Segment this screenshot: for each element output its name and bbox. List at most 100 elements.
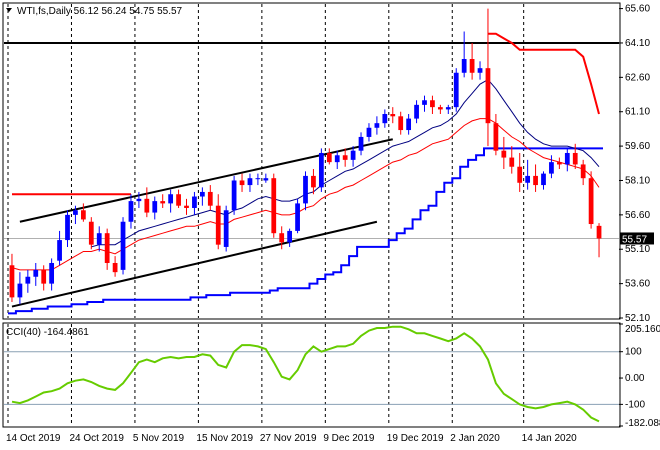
candle-body (176, 194, 181, 206)
candle-body (9, 265, 15, 298)
candle-body (437, 107, 443, 110)
date-tick-label: 27 Nov 2019 (260, 433, 317, 444)
date-tick-label: 14 Oct 2019 (6, 433, 61, 444)
candle-body (382, 114, 388, 124)
candle-body (112, 262, 118, 273)
date-tick-label: 14 Jan 2020 (522, 433, 577, 444)
candle-body (430, 100, 435, 108)
candle-body (509, 157, 515, 167)
candle-body (342, 155, 348, 160)
candle-body (541, 173, 546, 186)
date-tick-label: 24 Oct 2019 (69, 433, 124, 444)
candle-body (49, 262, 55, 284)
candle-body (596, 225, 602, 239)
candle-body (326, 152, 332, 163)
candle-body (104, 233, 110, 263)
candle-body (334, 155, 340, 163)
candle-body (453, 72, 459, 108)
candle-body (390, 114, 396, 117)
candle-body (564, 152, 570, 165)
candle-body (303, 175, 308, 204)
price-tick-label: 61.10 (625, 107, 650, 118)
date-tick-label: 15 Nov 2019 (196, 433, 253, 444)
price-tag: 55.57 (620, 232, 654, 245)
candle-body (279, 233, 285, 243)
candle-body (57, 240, 62, 261)
candle-body (184, 205, 189, 208)
candle-body (120, 221, 126, 270)
candle-body (41, 269, 47, 284)
moving-average-line (488, 32, 600, 115)
cci-header: CCI(40) -164.4861 (6, 327, 89, 338)
candle-body (398, 116, 404, 131)
candle-body (88, 221, 94, 245)
price-tick-label: 64.10 (625, 38, 650, 49)
price-tick-label: 53.60 (625, 279, 650, 290)
price-tick-label: 59.60 (625, 141, 650, 152)
cci-tick-label: 205.1609 (625, 324, 660, 335)
candle-body (128, 201, 134, 222)
date-tick-label: 9 Dec 2019 (323, 433, 375, 444)
moving-average-line (91, 78, 600, 248)
candle-body (533, 175, 538, 186)
candle-body (580, 164, 586, 179)
candle-body (517, 166, 523, 183)
candle-body (374, 123, 380, 128)
candle-body (263, 178, 269, 181)
candle-body (207, 191, 213, 206)
cci-tick-label: 0.00 (625, 373, 645, 384)
cci-line (11, 325, 600, 423)
candle-body (215, 205, 221, 245)
candle-body (422, 100, 427, 105)
candle-body (239, 180, 245, 186)
cci-panel (2, 322, 621, 428)
collapse-triangle-icon[interactable] (6, 8, 12, 12)
candle-body (287, 230, 293, 243)
candle-body (271, 178, 277, 234)
candle-body (96, 233, 102, 245)
candle-body (144, 198, 150, 213)
axis-layer: 65.60 64.10 62.60 61.10 59.60 58.10 56.60 55.10… (6, 4, 660, 444)
candle-body (493, 123, 499, 151)
channel-lower-trendline (11, 220, 378, 308)
date-tick-label: 19 Dec 2019 (387, 433, 444, 444)
symbol-header: WTI,fs,Daily 56.12 56.24 54.75 55.57 (17, 6, 183, 17)
candle-body (33, 269, 39, 277)
cci-tick-label: -100 (625, 399, 645, 410)
candle-body (168, 194, 174, 204)
candle-body (588, 178, 594, 225)
candle-body (136, 198, 142, 202)
candle-body (501, 150, 507, 158)
candle-body (318, 152, 324, 188)
price-tick-label: 58.10 (625, 175, 650, 186)
candle-body (358, 136, 364, 151)
candle-body (414, 104, 419, 119)
candle-body (311, 175, 316, 188)
price-tag-label: 55.57 (622, 234, 647, 245)
candle-body (549, 162, 554, 174)
candle-body (295, 203, 300, 231)
candle-body (152, 201, 158, 213)
candle-body (572, 152, 578, 165)
candle-body (525, 175, 531, 183)
date-tick-label: 5 Nov 2019 (133, 433, 185, 444)
candle-body (231, 180, 237, 211)
price-tick-label: 62.60 (625, 72, 650, 83)
candle-body (80, 210, 86, 220)
candle-body (461, 59, 467, 73)
candle-body (445, 107, 451, 110)
candle-body (17, 283, 23, 298)
candle-body (223, 210, 229, 247)
cci-tick-label: -182.088 (625, 418, 660, 429)
candle-body (366, 127, 372, 137)
price-tick-label: 55.10 (625, 244, 650, 255)
candle-body (469, 59, 475, 73)
candle-body (73, 210, 78, 215)
candle-body (160, 201, 166, 204)
candle-body (350, 150, 356, 160)
candle-body (65, 214, 70, 241)
price-panel (2, 2, 621, 320)
support-step-line (8, 147, 603, 315)
candle-body (199, 191, 205, 197)
